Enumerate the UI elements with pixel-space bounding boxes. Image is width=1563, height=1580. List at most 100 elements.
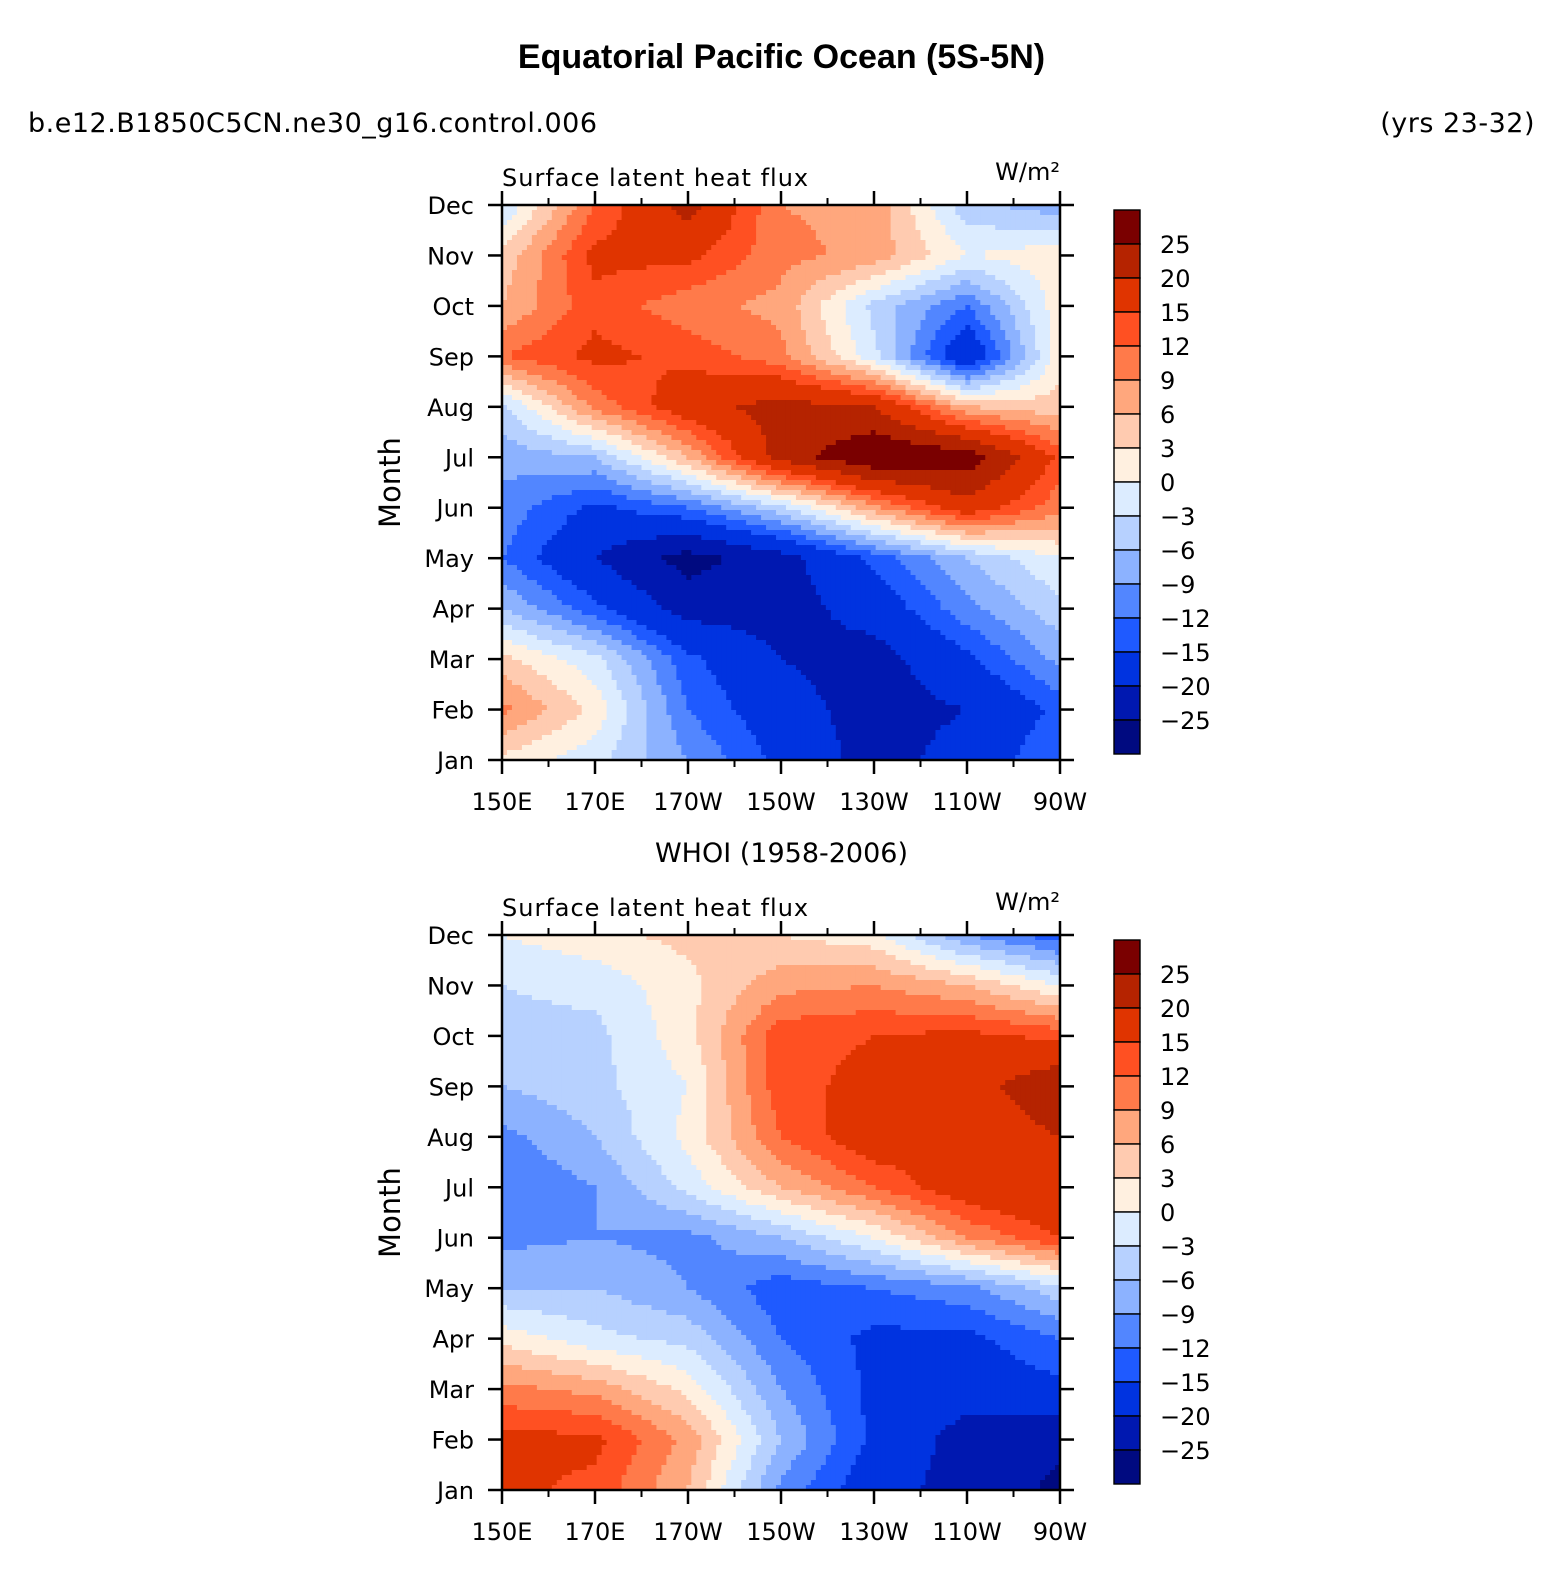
contour-cell [631, 375, 638, 381]
contour-cell [1050, 305, 1056, 311]
contour-cell [741, 310, 747, 316]
contour-cell [1020, 290, 1026, 296]
contour-cell [830, 270, 837, 276]
contour-cell [870, 245, 877, 251]
contour-cell [581, 395, 588, 401]
contour-cell [820, 285, 827, 291]
contour-cell [566, 295, 573, 301]
contour-cell [616, 290, 623, 296]
contour-cell [531, 275, 538, 281]
contour-cell [915, 315, 922, 321]
contour-cell [651, 355, 658, 361]
contour-cell [915, 345, 922, 351]
contour-cell [566, 225, 573, 231]
contour-cell [930, 345, 937, 351]
contour-cell [920, 310, 927, 316]
contour-cell [596, 390, 603, 396]
contour-cell [746, 395, 752, 401]
contour-cell [761, 285, 767, 291]
contour-cell [621, 365, 628, 371]
contour-cell [566, 290, 573, 296]
contour-cell [980, 300, 986, 306]
contour-cell [795, 350, 802, 356]
contour-cell [751, 425, 757, 431]
contour-cell [606, 350, 613, 356]
contour-cell [576, 340, 583, 346]
contour-cell [531, 405, 538, 411]
contour-cell [900, 295, 907, 301]
contour-cell [611, 390, 618, 396]
contour-cell [626, 390, 633, 396]
contour-cell [746, 230, 752, 236]
contour-cell [930, 295, 937, 301]
contour-cell [626, 330, 633, 336]
contour-cell [810, 400, 817, 406]
contour-cell [661, 310, 668, 316]
contour-cell [835, 340, 842, 346]
contour-cell [591, 330, 598, 336]
contour-cell [681, 425, 687, 431]
contour-cell [561, 305, 568, 311]
contour-cell [960, 295, 966, 301]
contour-cell [815, 325, 822, 331]
contour-cell [1055, 415, 1061, 421]
contour-cell [785, 355, 792, 361]
contour-cell [701, 330, 707, 336]
contour-cell [746, 385, 752, 391]
contour-cell [865, 345, 872, 351]
contour-cell [716, 240, 722, 246]
contour-cell [611, 350, 618, 356]
contour-cell [840, 255, 847, 261]
contour-cell [536, 270, 543, 276]
contour-cell [616, 355, 623, 361]
contour-cell [671, 340, 677, 346]
contour-cell [526, 220, 533, 226]
contour-cell [1005, 380, 1011, 386]
contour-cell [616, 245, 623, 251]
contour-cell [606, 300, 613, 306]
contour-cell [706, 420, 712, 426]
contour-cell [945, 245, 951, 251]
contour-cell [506, 245, 513, 251]
contour-cell [790, 340, 797, 346]
contour-cell [825, 295, 832, 301]
contour-cell [746, 220, 752, 226]
contour-cell [860, 365, 867, 371]
contour-cell [681, 405, 687, 411]
contour-cell [865, 230, 872, 236]
contour-cell [676, 355, 682, 361]
contour-cell [576, 385, 583, 391]
contour-cell [790, 395, 797, 401]
contour-cell [781, 240, 787, 246]
contour-cell [661, 405, 668, 411]
contour-cell [840, 205, 847, 211]
contour-cell [910, 405, 917, 411]
contour-cell [611, 420, 618, 426]
contour-cell [711, 230, 717, 236]
contour-cell [761, 275, 767, 281]
contour-cell [810, 310, 817, 316]
contour-cell [1010, 225, 1016, 231]
contour-cell [636, 285, 643, 291]
contour-cell [1025, 205, 1031, 211]
contour-cell [805, 325, 812, 331]
contour-cell [995, 225, 1001, 231]
contour-cell [1010, 260, 1016, 266]
contour-cell [1040, 245, 1046, 251]
contour-cell [696, 385, 702, 391]
contour-cell [835, 225, 842, 231]
contour-cell [631, 310, 638, 316]
contour-cell [1025, 405, 1031, 411]
contour-cell [736, 255, 742, 261]
contour-cell [726, 205, 732, 211]
contour-cell [741, 335, 747, 341]
contour-cell [761, 265, 767, 271]
contour-cell [696, 425, 702, 431]
contour-cell [860, 380, 867, 386]
contour-cell [860, 215, 867, 221]
contour-cell [1030, 345, 1036, 351]
contour-cell [611, 255, 618, 261]
contour-cell [731, 250, 737, 256]
contour-cell [756, 285, 762, 291]
contour-cell [975, 370, 981, 376]
